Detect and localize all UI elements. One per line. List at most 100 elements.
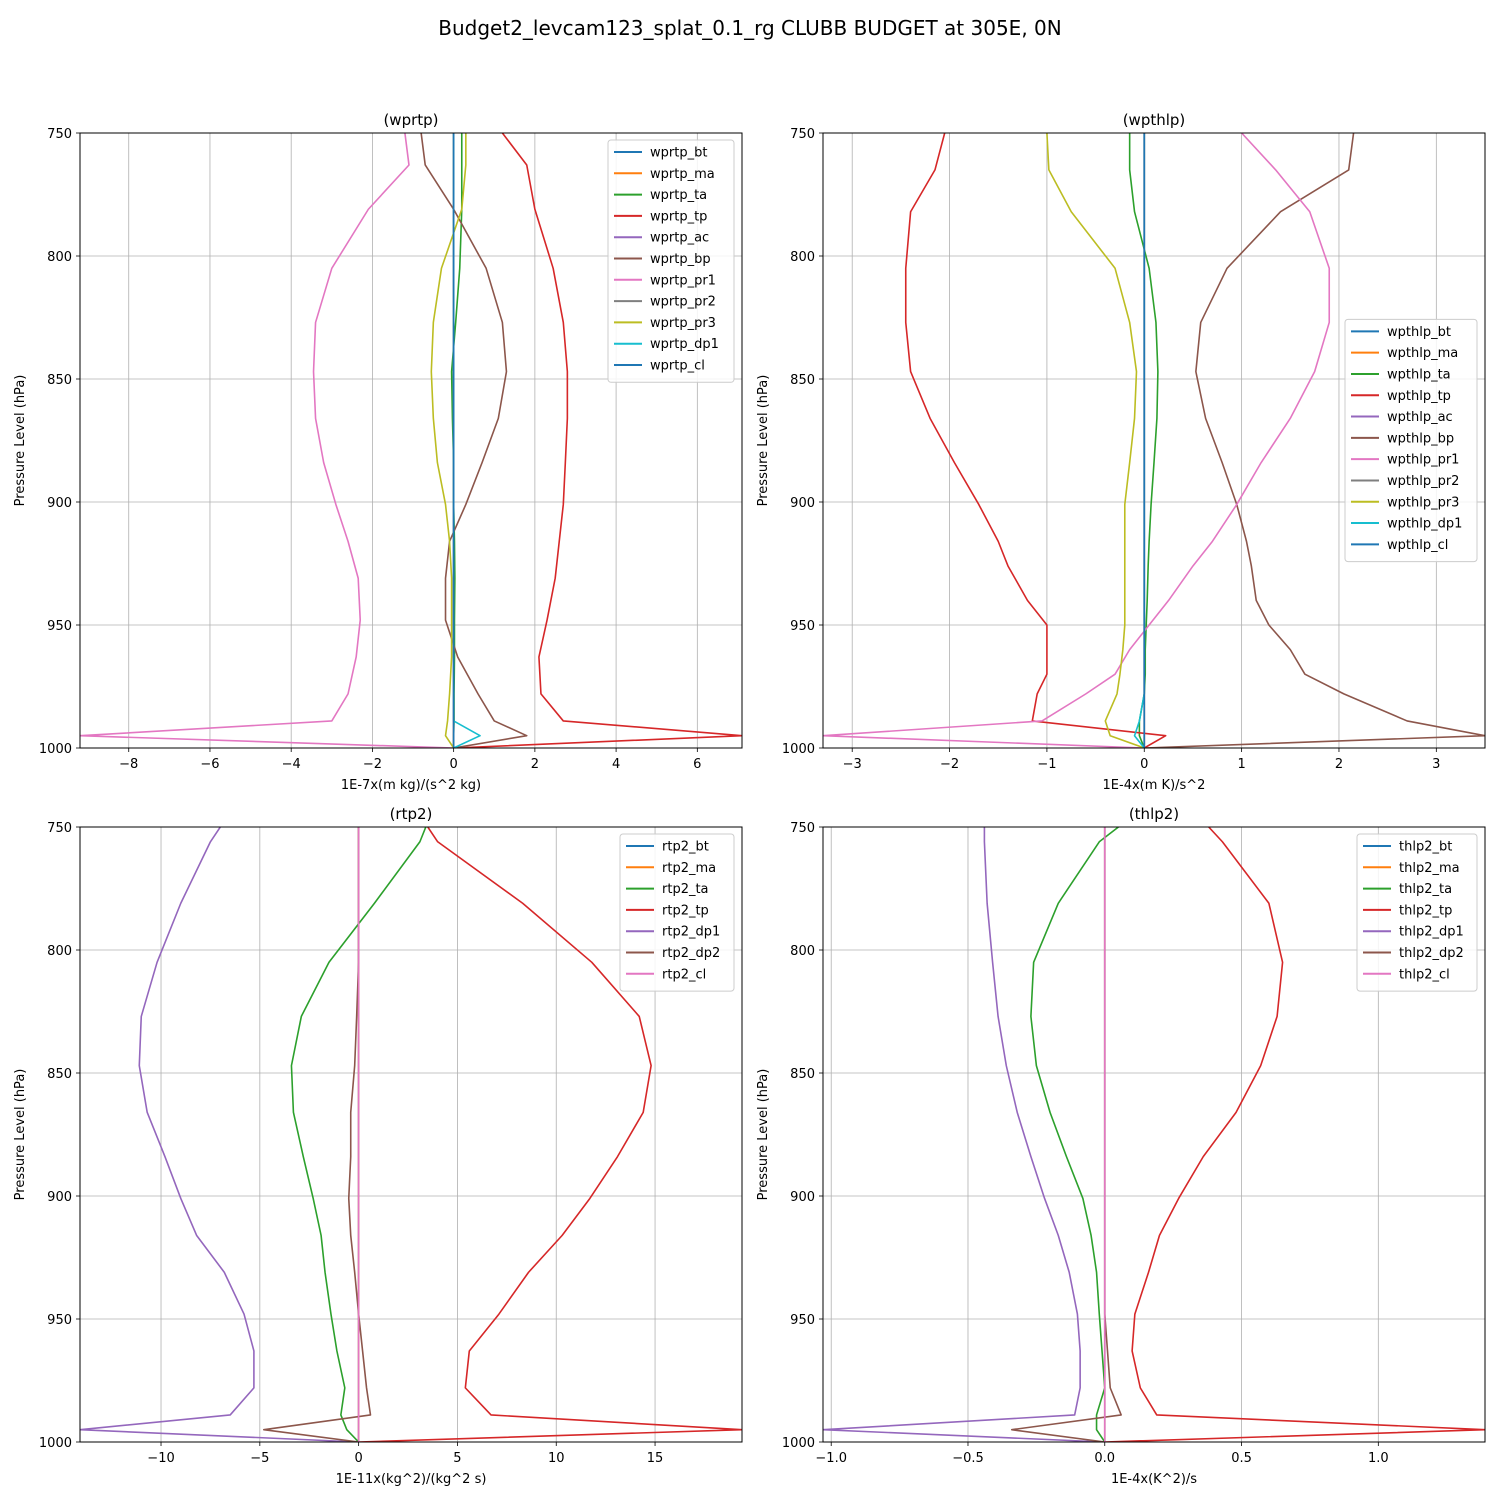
- y-tick-label: 750: [790, 821, 815, 836]
- x-tick-label: 6: [693, 757, 701, 772]
- y-tick-label: 900: [47, 496, 72, 511]
- x-tick-label: −1.0: [815, 1451, 847, 1466]
- y-tick-label: 1000: [39, 742, 72, 757]
- x-tick-label: 15: [647, 1451, 664, 1466]
- y-tick-label: 800: [47, 250, 72, 265]
- x-tick-label: 4: [612, 757, 620, 772]
- x-tick-label: 0: [450, 757, 458, 772]
- x-tick-label: 1.0: [1368, 1451, 1389, 1466]
- series-line-wprtp_pr3: [430, 133, 467, 748]
- y-tick-label: 750: [47, 821, 72, 836]
- x-tick-label: −4: [282, 757, 301, 772]
- panel-title: (wprtp): [383, 111, 438, 129]
- series-line-rtp2_dp1: [80, 827, 359, 1442]
- series-line-wprtp_pr1: [80, 133, 454, 748]
- legend-label: rtp2_dp2: [662, 946, 720, 961]
- y-tick-label: 950: [790, 1313, 815, 1328]
- series-line-wpthlp_dp1: [1133, 133, 1146, 748]
- y-tick-label: 1000: [782, 1436, 815, 1451]
- legend-label: wprtp_pr1: [650, 273, 716, 288]
- series-line-thlp2_tp: [1104, 827, 1485, 1442]
- series-line-wprtp_tp: [453, 133, 742, 748]
- x-tick-label: 3: [1432, 757, 1440, 772]
- series-line-rtp2_dp2: [262, 827, 372, 1442]
- y-tick-label: 950: [47, 619, 72, 634]
- x-tick-label: −5: [250, 1451, 269, 1466]
- panel-title: (thlp2): [1129, 805, 1179, 823]
- legend-label: wprtp_tp: [650, 209, 707, 224]
- legend-label: wpthlp_ma: [1387, 346, 1458, 361]
- x-axis-label: 1E-11x(kg^2)/(kg^2 s): [336, 1472, 487, 1487]
- legend-label: thlp2_ma: [1399, 861, 1460, 876]
- panel-title: (wpthlp): [1123, 111, 1186, 129]
- x-tick-label: 0.0: [1094, 1451, 1115, 1466]
- axes-frame: [79, 826, 743, 1443]
- series-group: [80, 133, 742, 748]
- x-tick-label: 5: [453, 1451, 461, 1466]
- legend-label: wprtp_dp1: [650, 337, 719, 352]
- y-tick-label: 900: [47, 1190, 72, 1205]
- x-tick-label: −1: [1037, 757, 1056, 772]
- legend-label: wprtp_ta: [650, 188, 707, 203]
- axes-frame: [822, 132, 1486, 749]
- x-axis-label: 1E-4x(K^2)/s: [1111, 1472, 1197, 1487]
- legend-label: rtp2_dp1: [662, 925, 720, 940]
- panel-title: (rtp2): [390, 805, 433, 823]
- series-line-thlp2_dp1: [823, 827, 1105, 1442]
- y-tick-label: 850: [790, 1067, 815, 1082]
- y-tick-label: 1000: [39, 1436, 72, 1451]
- y-axis-label: Pressure Level (hPa): [13, 375, 28, 507]
- y-axis-label: Pressure Level (hPa): [13, 1069, 28, 1201]
- y-tick-label: 800: [790, 250, 815, 265]
- legend: wpthlp_bt wpthlp_ma wpthlp_ta wpthlp_tpwpth…: [1344, 318, 1478, 563]
- series-line-rtp2_tp: [358, 827, 742, 1442]
- x-axis-label: 1E-7x(m kg)/(s^2 kg): [341, 778, 481, 793]
- legend-label: wprtp_ac: [650, 231, 709, 246]
- x-tick-label: −2: [363, 757, 382, 772]
- y-tick-label: 800: [47, 944, 72, 959]
- legend-label: rtp2_cl: [662, 967, 706, 982]
- x-tick-label: 2: [531, 757, 539, 772]
- legend-label: rtp2_ma: [662, 861, 716, 876]
- legend-label: rtp2_bt: [662, 840, 709, 855]
- y-tick-label: 750: [47, 127, 72, 142]
- series-line-thlp2_ta: [1030, 827, 1119, 1442]
- panel-1: −3 −2 −1 0 1 2 3 750 800 850 900 950 1000 (wpthlp) 1E-…: [756, 111, 1486, 793]
- legend: thlp2_bt thlp2_ma thlp2_ta thlp2_tp thlp2_dp…: [1356, 833, 1478, 992]
- series-line-wpthlp_pr3: [1046, 133, 1145, 748]
- legend-label: wprtp_pr3: [650, 316, 716, 331]
- x-tick-label: 10: [548, 1451, 565, 1466]
- legend-label: wpthlp_bp: [1387, 431, 1454, 446]
- x-tick-label: 0: [1140, 757, 1148, 772]
- y-axis-label: Pressure Level (hPa): [756, 1069, 771, 1201]
- y-tick-label: 950: [790, 619, 815, 634]
- x-tick-label: −10: [147, 1451, 174, 1466]
- legend-label: wpthlp_pr2: [1387, 474, 1459, 489]
- series-group: [823, 827, 1485, 1442]
- axes-frame: [79, 132, 743, 749]
- y-tick-label: 750: [790, 127, 815, 142]
- figure-title: Budget2_levcam123_splat_0.1_rg CLUBB BUD…: [438, 16, 1062, 40]
- x-tick-label: −0.5: [952, 1451, 984, 1466]
- x-tick-label: −6: [200, 757, 219, 772]
- series-line-rtp2_ta: [290, 827, 427, 1442]
- x-tick-label: 2: [1335, 757, 1343, 772]
- series-group: [823, 133, 1485, 748]
- legend-label: wpthlp_pr1: [1387, 453, 1459, 468]
- legend-label: rtp2_tp: [662, 903, 709, 918]
- legend: wprtp_bt wprtp_ma wprtp_ta wprtp_tp wprtp_ac…: [607, 139, 735, 383]
- legend-label: thlp2_bt: [1399, 840, 1452, 855]
- series-line-wpthlp_bp: [1144, 133, 1485, 748]
- y-tick-label: 800: [790, 944, 815, 959]
- y-axis-label: Pressure Level (hPa): [756, 375, 771, 507]
- y-tick-label: 950: [47, 1313, 72, 1328]
- y-tick-label: 900: [790, 496, 815, 511]
- y-tick-label: 1000: [782, 742, 815, 757]
- y-tick-label: 850: [790, 373, 815, 388]
- legend-label: wprtp_bp: [650, 252, 711, 267]
- panel-2: −10 −5 0 5 10 15 750 800 850 900 950 1000 (rtp2) 1E-1…: [13, 805, 743, 1487]
- legend-label: thlp2_dp2: [1399, 946, 1464, 961]
- legend-label: wprtp_cl: [650, 359, 705, 374]
- x-tick-label: −2: [940, 757, 959, 772]
